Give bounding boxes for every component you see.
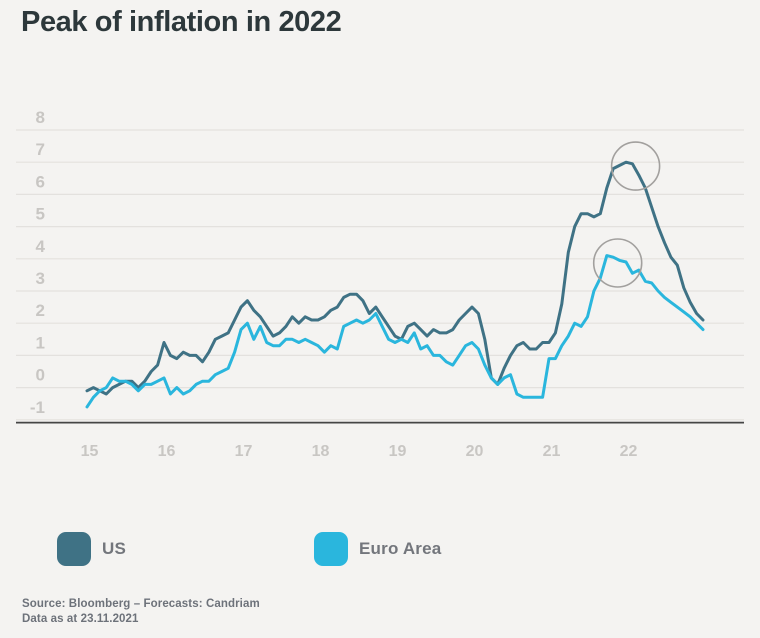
x-axis-tick-label: 19 bbox=[389, 443, 407, 460]
x-axis-tick-label: 17 bbox=[235, 443, 253, 460]
y-axis-tick-label: 5 bbox=[36, 205, 45, 224]
us-legend-label: US bbox=[102, 539, 127, 558]
us-line bbox=[85, 160, 705, 396]
y-axis-tick-label: 2 bbox=[36, 301, 45, 320]
y-axis-tick-label: 6 bbox=[36, 172, 45, 191]
euro-area-legend-label: Euro Area bbox=[359, 539, 442, 558]
x-axis-tick-label: 22 bbox=[620, 443, 638, 460]
y-axis-tick-label: 7 bbox=[36, 140, 45, 159]
footer-source: Source: Bloomberg – Forecasts: Candriam bbox=[22, 598, 260, 610]
y-axis-tick-label: 0 bbox=[36, 366, 45, 385]
y-axis-tick-label: 3 bbox=[36, 269, 45, 288]
legend-item-euro-area: Euro Area bbox=[314, 532, 441, 566]
peak-circle-euro-area bbox=[592, 238, 643, 288]
x-axis-tick-label: 21 bbox=[543, 443, 561, 460]
legend: US Euro Area bbox=[0, 532, 760, 568]
x-axis-tick-label: 16 bbox=[158, 443, 176, 460]
legend-item-us: US bbox=[57, 532, 126, 566]
x-axis-tick-label: 20 bbox=[466, 443, 484, 460]
y-axis-tick-label: 8 bbox=[36, 108, 45, 127]
x-axis-tick-label: 15 bbox=[81, 443, 99, 460]
y-axis-tick-label: -1 bbox=[30, 398, 45, 417]
footer-date: Data as at 23.11.2021 bbox=[22, 612, 139, 625]
x-axis-tick-label: 18 bbox=[312, 443, 330, 460]
y-axis-tick-label: 4 bbox=[36, 237, 46, 256]
us-swatch bbox=[57, 532, 91, 566]
euro-area-line bbox=[85, 254, 705, 409]
page-title: Peak of inflation in 2022 bbox=[21, 6, 342, 38]
euro-area-swatch bbox=[314, 532, 348, 566]
peak-circle-us bbox=[610, 141, 661, 191]
y-axis-tick-label: 1 bbox=[36, 333, 45, 352]
footer: Source: Bloomberg – Forecasts: Candriam … bbox=[22, 597, 260, 626]
